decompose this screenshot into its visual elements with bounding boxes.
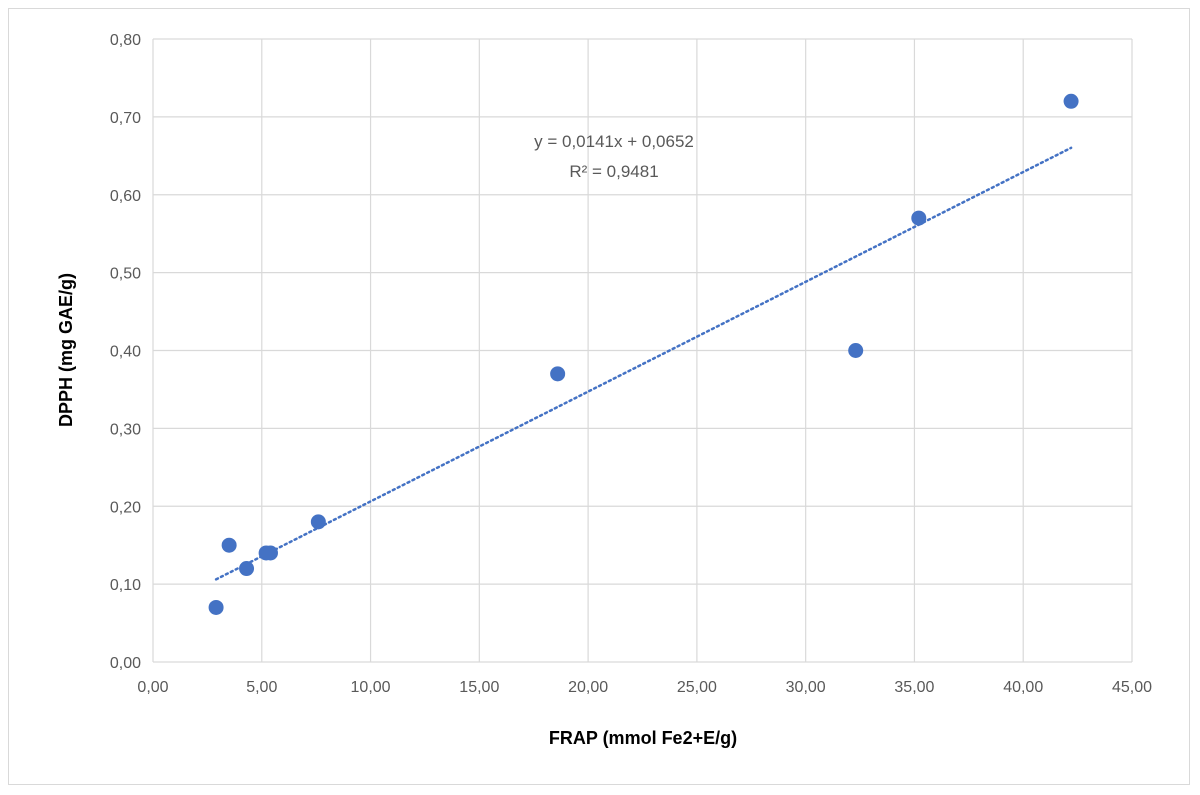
x-tick-label: 30,00 [786,679,826,696]
y-tick-label: 0,60 [110,188,141,205]
x-axis-title: FRAP (mmol Fe2+E/g) [549,728,737,748]
x-tick-label: 40,00 [1003,679,1043,696]
gridlines [152,38,1133,663]
data-point [550,366,566,382]
data-point [911,210,927,226]
y-tick-label: 0,10 [110,577,141,594]
trendline-group [214,146,1073,581]
y-tick-labels: 0,00 0,10 0,20 0,30 0,40 0,50 0,60 0,70 0,80 [110,32,141,672]
x-tick-label: 10,00 [351,679,391,696]
x-tick-label: 15,00 [459,679,499,696]
y-tick-label: 0,30 [110,421,141,438]
data-point [221,537,237,553]
data-point [1063,93,1079,109]
trendline [214,146,1073,581]
trendline-r-squared: R² = 0,9481 [569,162,658,181]
y-axis-title: DPPH (mg GAE/g) [56,273,76,427]
x-tick-label: 45,00 [1112,679,1152,696]
chart-frame [8,8,1190,785]
data-point [208,599,224,615]
x-tick-labels: 0,00 5,00 10,00 15,00 20,00 25,00 30,00 35,00 40… [137,679,1152,696]
y-tick-label: 0,00 [110,655,141,672]
data-points [208,93,1079,615]
data-point [848,343,864,358]
y-tick-label: 0,20 [110,499,141,516]
x-tick-label: 5,00 [246,679,277,696]
y-tick-label: 0,50 [110,266,141,283]
x-tick-label: 35,00 [894,679,934,696]
y-tick-label: 0,40 [110,344,141,361]
y-tick-label: 0,80 [110,32,141,49]
data-point [262,545,278,561]
x-tick-label: 25,00 [677,679,717,696]
data-point [239,561,255,577]
x-tick-label: 20,00 [568,679,608,696]
data-point [310,514,326,530]
x-tick-label: 0,00 [137,679,168,696]
y-tick-label: 0,70 [110,110,141,127]
trendline-equation: y = 0,0141x + 0,0652 [534,132,694,151]
